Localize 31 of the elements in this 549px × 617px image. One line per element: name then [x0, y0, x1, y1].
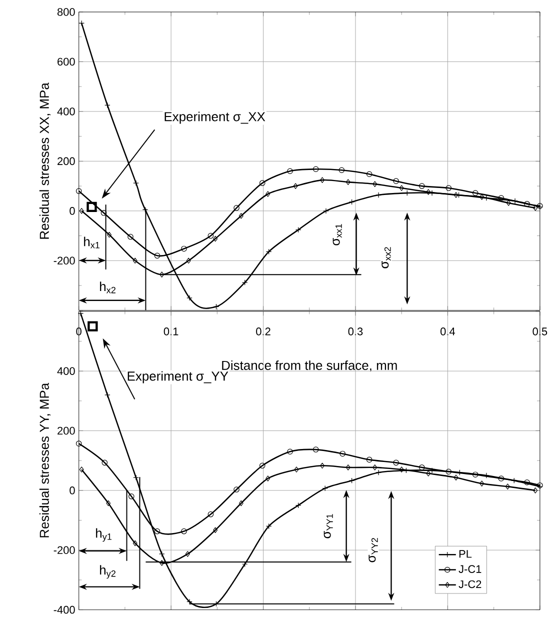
y-tick-label: 400 [57, 367, 75, 375]
x-tick-label: 0.1 [164, 328, 178, 336]
y-axis-title: Residual stresses XX, MPa [39, 82, 51, 239]
x-tick-label: 0.4 [440, 328, 456, 336]
y-tick-label: 800 [58, 8, 75, 16]
x-tick-label: 0.2 [256, 328, 270, 336]
annotation: Experiment σ_YY [128, 371, 228, 384]
annotation: σ$_{xx2}$ [382, 247, 391, 268]
y-tick-label: 400 [57, 108, 75, 116]
legend-label: J-C1 [458, 565, 482, 573]
annotation: h$_{y2}$ [100, 565, 116, 579]
x-tick-label: 0.3 [348, 328, 363, 336]
x-axis-title: Distance from the surface, mm [222, 360, 397, 372]
y-tick-label: -200 [54, 546, 75, 554]
y-tick-label: 200 [58, 157, 75, 166]
y-tick-label: -400 [54, 606, 75, 614]
annotation: Experiment σ_XX [164, 112, 266, 124]
annotation: σ$_{YY1}$ [324, 514, 333, 538]
annotation: h$_{x2}$ [100, 282, 116, 294]
y-tick-label: 0 [70, 486, 75, 494]
annotation: σ$_{YY2}$ [368, 538, 378, 562]
annotation: σ$_{xx1}$ [332, 224, 342, 246]
y-tick-label: 200 [58, 426, 75, 435]
y-axis-title: Residual stresses YY, MPa [39, 382, 51, 538]
annotation: h$_{x1}$ [84, 236, 100, 248]
y-tick-label: 600 [58, 58, 75, 66]
y-tick-label: -200 [54, 256, 75, 265]
legend-label: PL [459, 550, 472, 558]
legend-label: J-C2 [458, 580, 482, 588]
y-tick-label: 0 [70, 207, 75, 215]
annotation: h$_{y1}$ [96, 528, 112, 542]
